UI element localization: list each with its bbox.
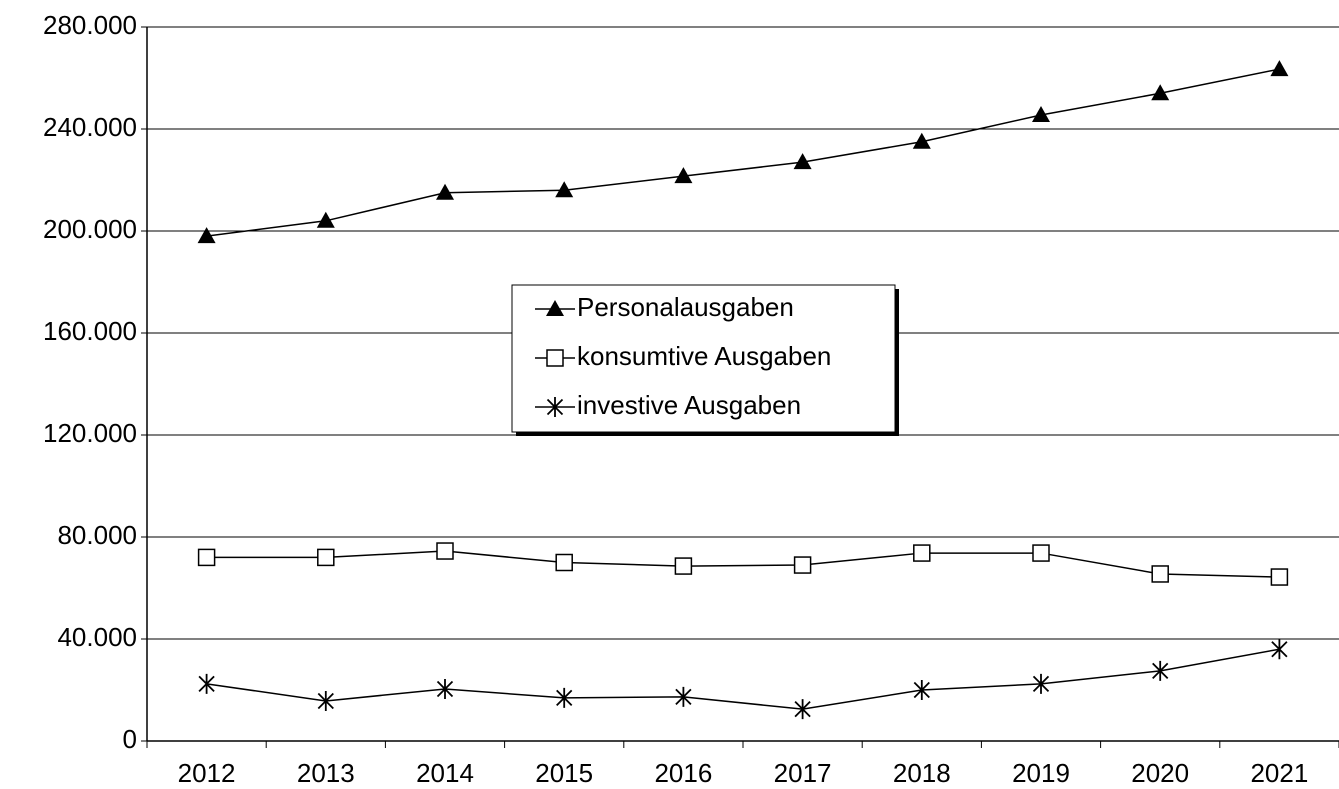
marker bbox=[546, 300, 564, 316]
marker bbox=[556, 687, 573, 708]
x-tick-label: 2013 bbox=[297, 758, 355, 788]
marker bbox=[793, 153, 812, 170]
x-tick-label: 2012 bbox=[178, 758, 236, 788]
series-line bbox=[206, 648, 1280, 710]
y-tick-label: 40.000 bbox=[57, 622, 137, 652]
marker bbox=[197, 227, 216, 244]
marker bbox=[1032, 544, 1050, 562]
x-tick-label: 2018 bbox=[893, 758, 951, 788]
marker bbox=[546, 349, 564, 367]
y-tick-label: 80.000 bbox=[57, 520, 137, 550]
marker bbox=[1152, 660, 1169, 681]
marker bbox=[197, 548, 216, 567]
series-line bbox=[206, 550, 1280, 578]
marker bbox=[1270, 60, 1289, 77]
x-tick-label: 2015 bbox=[535, 758, 593, 788]
legend: Personalausgaben konsumtive Ausgaben inves… bbox=[511, 284, 899, 436]
y-tick-label: 200.000 bbox=[43, 214, 137, 244]
series-line bbox=[206, 68, 1280, 237]
y-tick-label: 160.000 bbox=[43, 316, 137, 346]
marker bbox=[316, 211, 335, 228]
legend-label: Personalausgaben bbox=[577, 292, 794, 322]
marker bbox=[1271, 639, 1288, 660]
x-tick-label: 2014 bbox=[416, 758, 474, 788]
marker bbox=[1151, 565, 1169, 583]
marker bbox=[436, 542, 454, 560]
y-tick-label: 280.000 bbox=[43, 10, 137, 40]
marker bbox=[1151, 84, 1170, 101]
marker bbox=[198, 673, 215, 694]
y-tick-label: 0 bbox=[123, 724, 137, 754]
marker bbox=[436, 183, 454, 200]
marker bbox=[555, 181, 574, 198]
marker bbox=[793, 556, 812, 574]
marker bbox=[317, 690, 334, 711]
x-tick-label: 2016 bbox=[654, 758, 712, 788]
marker bbox=[674, 557, 693, 575]
legend-box bbox=[511, 284, 896, 433]
marker bbox=[913, 544, 931, 562]
marker bbox=[1032, 105, 1050, 122]
marker bbox=[913, 680, 930, 700]
marker bbox=[1270, 568, 1289, 586]
marker bbox=[675, 686, 692, 707]
marker bbox=[674, 167, 693, 184]
legend-label: konsumtive Ausgaben bbox=[577, 341, 831, 371]
marker bbox=[1032, 673, 1050, 694]
x-tick-label: 2021 bbox=[1250, 758, 1308, 788]
legend-label: investive Ausgaben bbox=[577, 390, 801, 420]
x-tick-label: 2020 bbox=[1131, 758, 1189, 788]
marker bbox=[546, 397, 564, 417]
y-tick-label: 120.000 bbox=[43, 418, 137, 448]
y-tick-label: 240.000 bbox=[43, 112, 137, 142]
x-tick-label: 2019 bbox=[1012, 758, 1070, 788]
marker bbox=[436, 678, 454, 699]
marker bbox=[794, 699, 811, 720]
marker bbox=[912, 132, 931, 149]
marker bbox=[555, 553, 573, 572]
x-tick-label: 2017 bbox=[774, 758, 832, 788]
marker bbox=[317, 548, 335, 567]
